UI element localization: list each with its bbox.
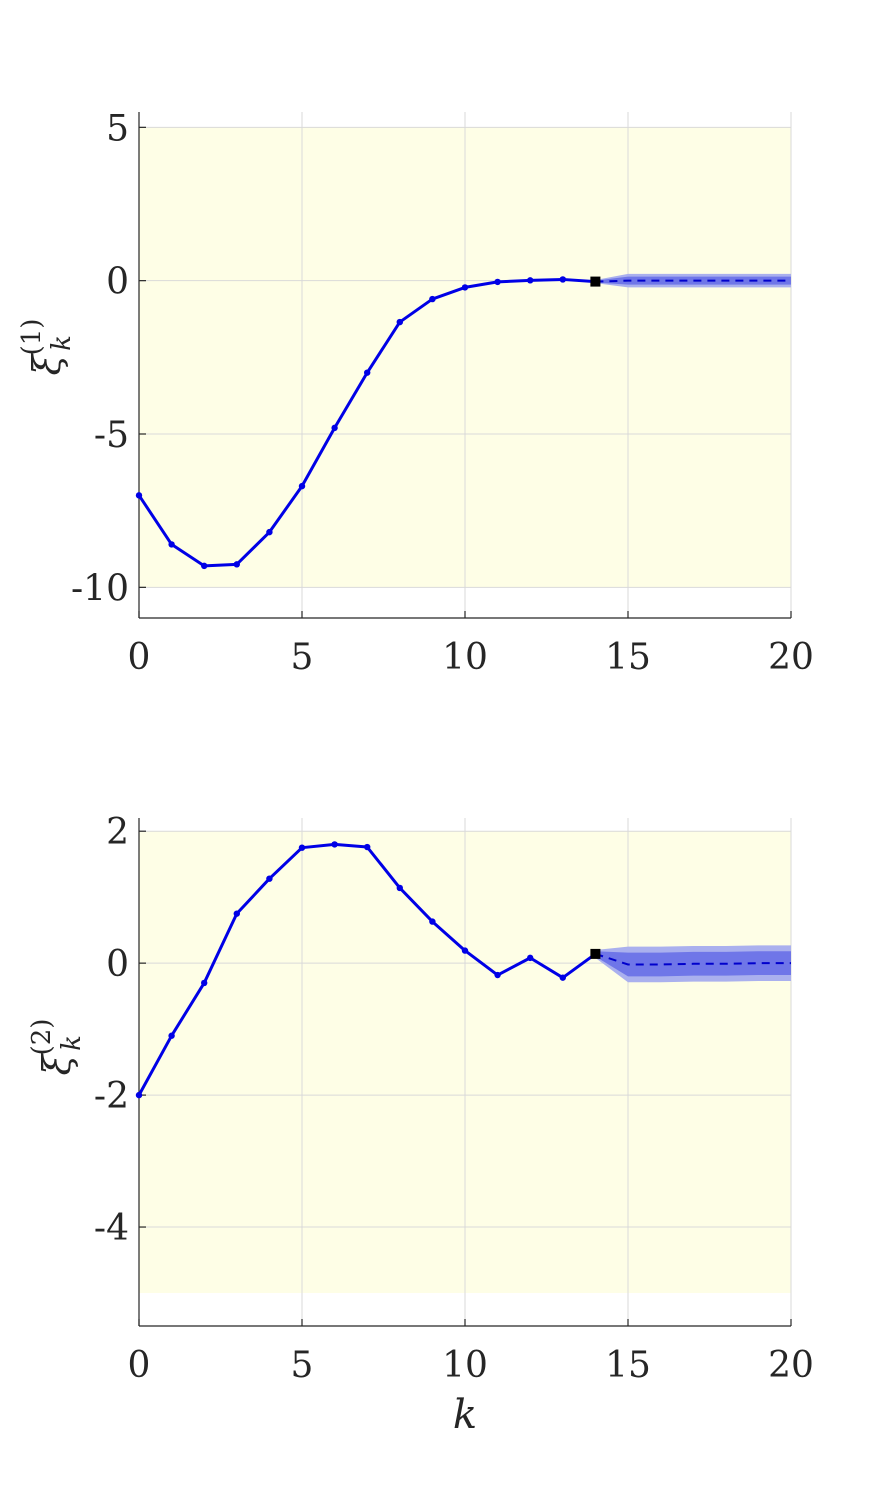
x-tick-label: 10: [442, 1345, 488, 1386]
y-tick-label: 2: [106, 812, 129, 853]
data-point: [527, 277, 534, 284]
y-tick-label: -10: [71, 568, 129, 609]
data-point: [461, 284, 469, 291]
data-point: [331, 424, 338, 432]
data-point: [266, 875, 273, 882]
data-point: [266, 528, 273, 536]
x-tick-label: 15: [605, 1345, 651, 1386]
x-tick-label: 0: [128, 1345, 151, 1386]
y-axis-label-symbol: ξ: [35, 1052, 79, 1075]
y-tick-label: 0: [106, 944, 129, 985]
data-point: [494, 971, 501, 979]
data-point: [135, 492, 143, 499]
current-state-marker: [590, 948, 601, 959]
y-tick-label: -4: [94, 1208, 129, 1249]
data-point: [494, 278, 501, 286]
data-point: [364, 369, 371, 376]
x-tick-label: 5: [291, 1345, 314, 1386]
data-point: [429, 295, 436, 303]
data-point: [233, 910, 240, 917]
data-point: [527, 954, 534, 962]
y-axis-label: ξ(1) k: [17, 319, 77, 376]
data-point: [201, 562, 208, 570]
y-axis-label: ξ(2) k: [27, 1019, 87, 1076]
data-point: [233, 561, 240, 568]
y-axis-label-subscript: k: [47, 335, 77, 351]
x-tick-label: 5: [291, 637, 314, 678]
forecast-mean-line: [595, 952, 791, 966]
current-state-marker: [590, 276, 601, 287]
y-axis-label-symbol: ξ: [25, 352, 69, 375]
data-point: [331, 841, 338, 848]
x-tick-label: 20: [768, 637, 814, 678]
x-tick-label: 15: [605, 637, 651, 678]
x-tick-label: 10: [442, 637, 488, 678]
data-point: [461, 947, 469, 954]
data-point: [396, 318, 403, 326]
data-point: [559, 974, 566, 981]
y-tick-label: 5: [106, 108, 129, 149]
x-tick-label: 20: [768, 1345, 814, 1386]
x-axis-label: k: [453, 1392, 477, 1438]
data-point: [559, 276, 566, 283]
data-point: [168, 541, 175, 548]
data-point: [201, 979, 208, 987]
data-point: [364, 843, 371, 851]
forecast-mean-line: [595, 279, 791, 283]
y-tick-label: -2: [94, 1076, 129, 1117]
data-point: [298, 482, 306, 490]
y-tick-label: 0: [106, 262, 129, 303]
y-axis-label-subscript: k: [57, 1035, 87, 1051]
data-point: [298, 844, 306, 851]
x-tick-label: 0: [128, 637, 151, 678]
y-axis-label-superscript: (2): [27, 1019, 57, 1056]
data-point: [135, 1091, 143, 1099]
data-point: [168, 1032, 175, 1039]
y-tick-label: -5: [94, 415, 129, 456]
forecast-band-inner: [595, 276, 791, 285]
y-axis-label-superscript: (1): [17, 319, 47, 356]
data-point: [396, 884, 403, 892]
data-point: [429, 918, 436, 925]
chart-panel-xi1: 0 5 10 15 20 5 0 -5 -10 ξ(1) k: [17, 108, 814, 678]
